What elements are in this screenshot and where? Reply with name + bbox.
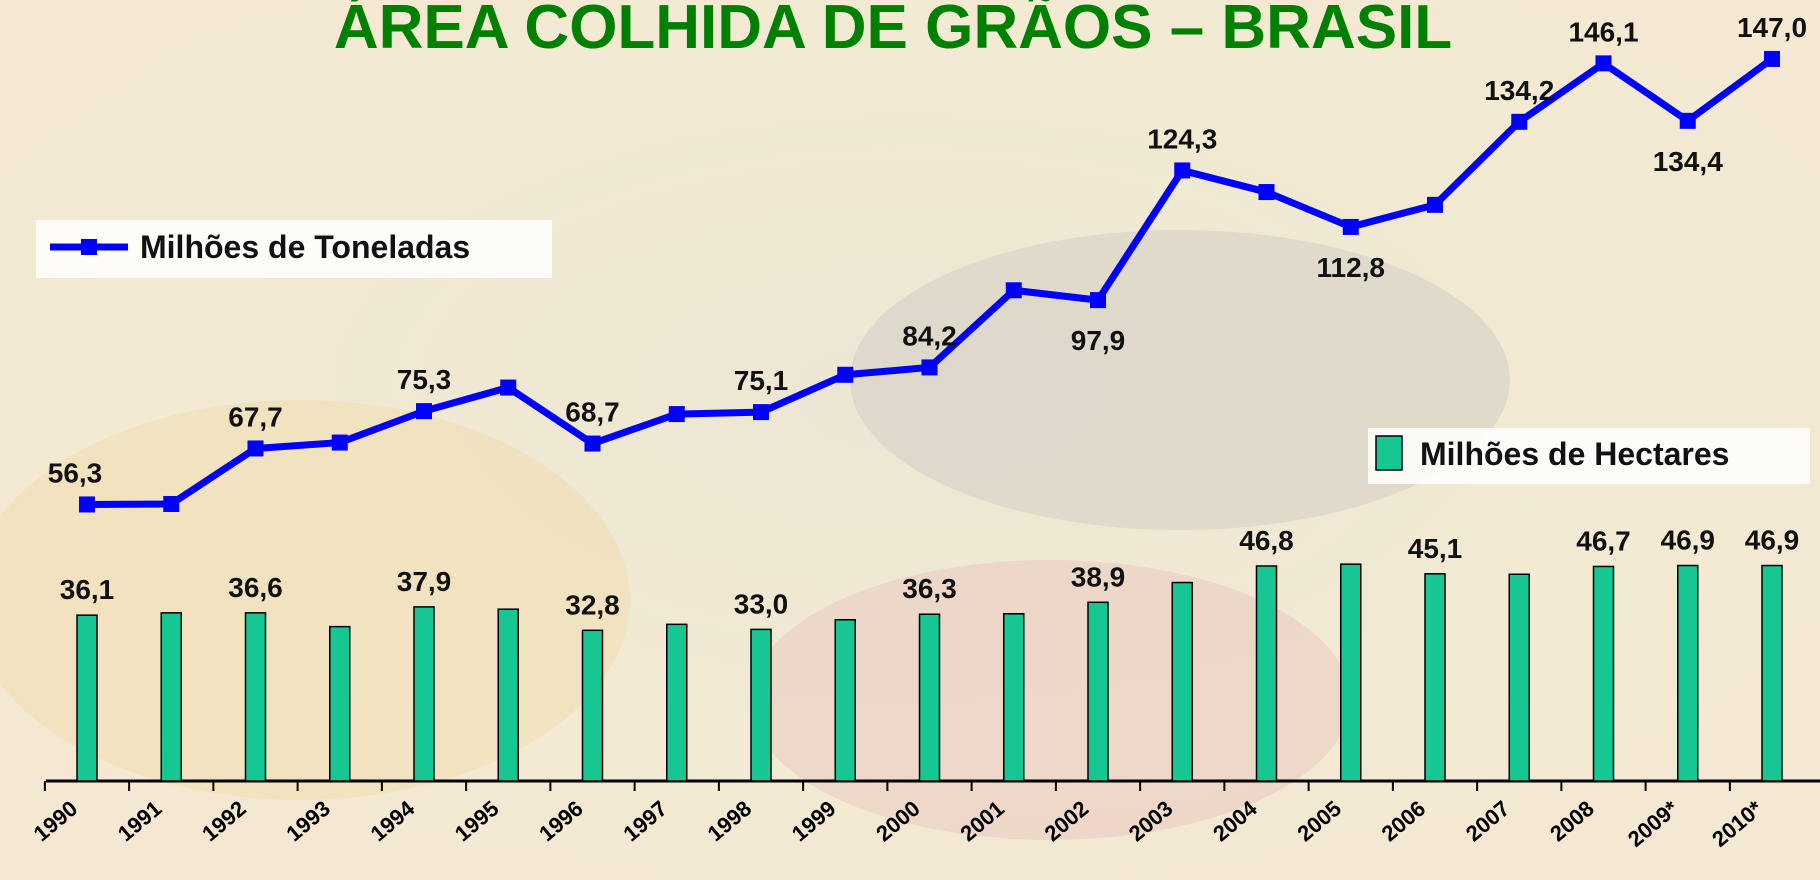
bar bbox=[1508, 573, 1530, 782]
bar bbox=[160, 612, 182, 782]
line-value-label: 75,1 bbox=[734, 365, 789, 396]
bar bbox=[581, 629, 604, 782]
line-marker bbox=[1174, 162, 1191, 179]
line-marker bbox=[500, 379, 517, 396]
legend-swatch bbox=[81, 239, 97, 255]
line-marker bbox=[1427, 196, 1443, 213]
bar-value-label: 46,9 bbox=[1661, 525, 1716, 556]
legend-swatch bbox=[1375, 435, 1403, 471]
bar bbox=[244, 612, 267, 782]
bar bbox=[329, 625, 351, 782]
bar-value-label: 46,7 bbox=[1576, 525, 1631, 556]
bar-value-label: 32,8 bbox=[565, 589, 620, 620]
bar-value-label: 36,1 bbox=[60, 574, 115, 605]
line-marker bbox=[163, 495, 180, 512]
bar bbox=[1592, 565, 1615, 782]
line-marker bbox=[668, 406, 685, 423]
bar bbox=[1340, 563, 1362, 782]
bar bbox=[76, 614, 98, 782]
bar bbox=[1677, 564, 1699, 782]
bar bbox=[666, 623, 688, 782]
line-value-label: 112,8 bbox=[1316, 252, 1385, 283]
line-value-label: 75,3 bbox=[397, 364, 452, 395]
line-value-label: 124,3 bbox=[1147, 123, 1217, 154]
bar-value-label: 33,0 bbox=[734, 588, 789, 619]
bar bbox=[1171, 581, 1193, 782]
bar-value-label: 46,9 bbox=[1745, 525, 1800, 556]
line-value-label: 84,2 bbox=[902, 320, 957, 351]
line-marker bbox=[1679, 112, 1696, 129]
bar bbox=[497, 608, 519, 782]
bar bbox=[1424, 573, 1446, 782]
bar-value-label: 36,3 bbox=[902, 573, 957, 604]
line-marker bbox=[1258, 184, 1275, 201]
bar-value-label: 36,6 bbox=[228, 572, 283, 603]
line-marker bbox=[1342, 218, 1359, 235]
bar bbox=[750, 628, 772, 782]
bar bbox=[918, 613, 941, 782]
line-marker bbox=[921, 359, 938, 376]
line-value-label: 56,3 bbox=[48, 457, 103, 488]
line-marker bbox=[1090, 292, 1106, 309]
line-value-label: 147,0 bbox=[1737, 12, 1807, 43]
line-marker bbox=[331, 434, 348, 451]
background-decor bbox=[850, 230, 1510, 530]
line-marker bbox=[247, 440, 264, 457]
bar bbox=[1255, 565, 1278, 782]
line-value-label: 146,1 bbox=[1568, 16, 1638, 47]
bar-value-label: 45,1 bbox=[1408, 533, 1463, 564]
bar bbox=[834, 618, 856, 782]
line-value-label: 68,7 bbox=[565, 397, 620, 428]
bar bbox=[1003, 613, 1025, 782]
bar bbox=[413, 606, 435, 782]
line-marker bbox=[1595, 55, 1612, 72]
line-value-label: 67,7 bbox=[228, 401, 283, 432]
line-marker bbox=[584, 435, 601, 452]
bar-value-label: 38,9 bbox=[1071, 561, 1126, 592]
chart-title: ÁREA COLHIDA DE GRÃOS – BRASIL bbox=[334, 0, 1452, 62]
background-decor bbox=[750, 560, 1350, 840]
line-marker bbox=[416, 403, 432, 420]
bar bbox=[1761, 564, 1783, 782]
bar-value-label: 46,8 bbox=[1239, 525, 1294, 556]
line-marker bbox=[1511, 113, 1528, 130]
line-value-label: 134,4 bbox=[1653, 146, 1723, 177]
line-marker bbox=[753, 404, 769, 421]
background-decor bbox=[0, 400, 630, 800]
line-marker bbox=[837, 366, 854, 383]
legend-box bbox=[1368, 428, 1810, 484]
line-marker bbox=[79, 496, 95, 513]
line-marker bbox=[1005, 282, 1022, 299]
bar bbox=[1087, 601, 1109, 782]
line-value-label: 97,9 bbox=[1071, 325, 1126, 356]
legend-label: Milhões de Toneladas bbox=[140, 229, 470, 265]
legend-label: Milhões de Hectares bbox=[1420, 436, 1729, 472]
bar-value-label: 37,9 bbox=[397, 566, 452, 597]
line-marker bbox=[1764, 50, 1780, 67]
line-value-label: 134,2 bbox=[1484, 75, 1554, 106]
